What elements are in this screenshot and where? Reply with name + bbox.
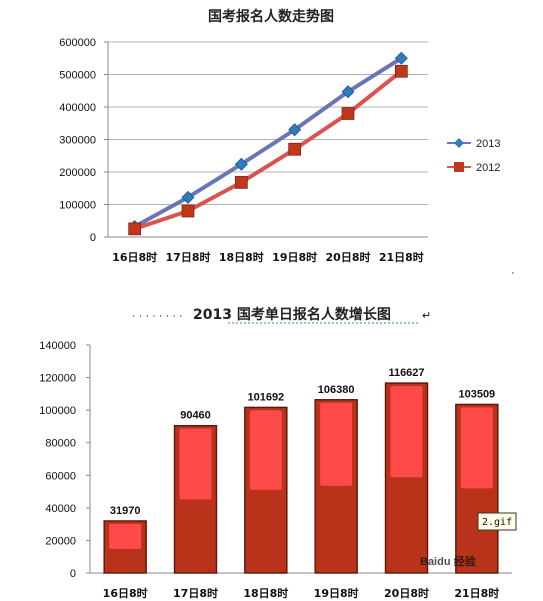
data-point-2012	[234, 176, 248, 189]
data-label: 106380	[318, 384, 355, 396]
corner-mark: ·	[511, 267, 515, 279]
data-label: 31970	[110, 505, 141, 517]
data-point-2012	[128, 222, 142, 236]
data-point-2013	[341, 85, 355, 99]
data-label: 101692	[247, 391, 284, 403]
y-tick-label: 0	[70, 568, 76, 580]
x-tick-label: 21日8时	[379, 250, 424, 264]
data-point-2013	[288, 123, 302, 137]
legend-label-2013: 2013	[476, 138, 500, 150]
y-tick-label: 20000	[45, 535, 76, 547]
data-point-2013	[234, 157, 248, 171]
x-tick-label: 21日8时	[454, 586, 499, 600]
data-label: 90460	[180, 410, 211, 422]
data-point-2012	[181, 204, 195, 218]
x-tick-label: 19日8时	[314, 586, 359, 600]
y-tick-label: 600000	[59, 37, 96, 49]
data-point-2012	[288, 142, 302, 156]
y-tick-label: 140000	[39, 340, 76, 352]
gif-tooltip	[477, 512, 517, 531]
data-point-2012	[394, 64, 408, 78]
data-label: 103509	[458, 388, 495, 400]
y-tick-label: 60000	[45, 470, 76, 482]
y-tick-label: 400000	[59, 102, 96, 114]
legend-label-2012: 2012	[476, 162, 500, 174]
data-point-2013	[181, 190, 195, 204]
series-line-2013	[133, 56, 403, 229]
x-tick-label: 17日8时	[173, 586, 218, 600]
legend-marker-2012	[454, 162, 464, 172]
legend-marker-2013	[454, 138, 464, 148]
data-label: 116627	[388, 367, 424, 379]
x-tick-label: 18日8时	[243, 586, 288, 600]
chart-title: 2013 国考单日报名人数增长图	[193, 306, 391, 323]
y-tick-label: 300000	[59, 135, 96, 147]
bar-highlight	[109, 523, 142, 549]
y-tick-label: 0	[90, 232, 96, 244]
y-tick-label: 200000	[59, 167, 96, 179]
bar-chart: · · · · · · · · 2013 国考单日报名人数增长图 ↵ 0 20000 40…	[39, 306, 517, 600]
bar-highlight	[460, 407, 493, 489]
data-point-2012	[341, 107, 355, 120]
x-tick-label: 16日8时	[112, 250, 157, 264]
paragraph-mark: ↵	[422, 310, 431, 322]
y-tick-label: 80000	[45, 438, 76, 450]
x-tick-label: 18日8时	[219, 250, 264, 264]
y-tick-label: 500000	[59, 70, 96, 82]
y-tick-label: 100000	[39, 405, 76, 417]
series-line-2012	[134, 69, 403, 231]
bar-highlight	[320, 402, 353, 486]
x-tick-label: 20日8时	[326, 250, 371, 264]
x-tick-label: 19日8时	[272, 250, 317, 264]
title-prefix: · · · · · · · ·	[132, 310, 183, 322]
bar-highlight	[179, 428, 212, 500]
x-tick-label: 20日8时	[384, 586, 429, 600]
bar-highlight	[249, 410, 282, 490]
gif-label: 2.gif	[482, 517, 512, 528]
chart-title: 国考报名人数走势图	[208, 8, 334, 25]
y-tick-label: 120000	[39, 373, 76, 385]
x-tick-label: 17日8时	[166, 250, 211, 264]
y-tick-label: 40000	[45, 503, 76, 515]
line-chart: 国考报名人数走势图 0 100000 200000 300000 400000 500000…	[59, 8, 515, 279]
y-tick-label: 100000	[59, 200, 96, 212]
data-point-2013	[394, 51, 408, 65]
x-tick-label: 16日8时	[103, 586, 148, 600]
watermark: Baidu 经验	[420, 554, 477, 568]
bar-highlight	[390, 386, 423, 478]
